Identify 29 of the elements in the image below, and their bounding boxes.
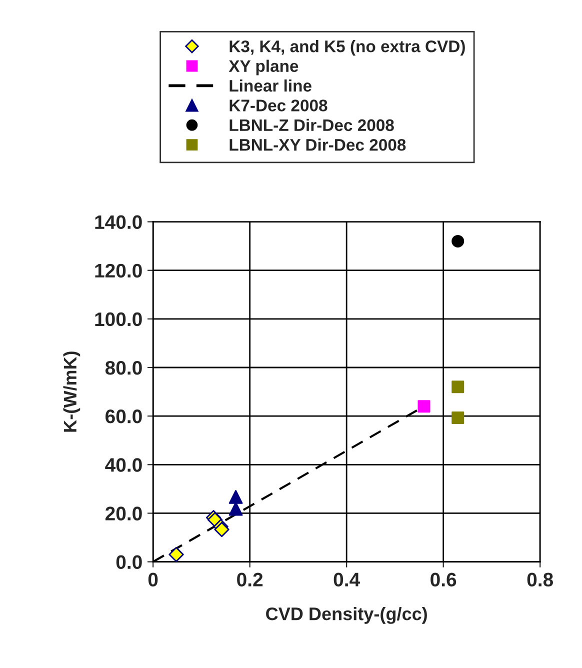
point [452, 234, 464, 248]
y-tick-label: 20.0 [105, 506, 142, 520]
y-tick-label: 0.0 [116, 555, 142, 570]
y-axis-title: K-(W/mK) [63, 352, 80, 432]
x-tick-label: 0 [148, 572, 158, 586]
point [452, 380, 464, 394]
legend-label: K7-Dec 2008 [230, 100, 328, 112]
x-tick-label: 0.4 [334, 572, 360, 586]
point [452, 412, 464, 424]
point [168, 546, 184, 562]
point [418, 400, 430, 413]
y-tick-label: 60.0 [106, 410, 142, 424]
x-tick-label: 0.6 [430, 572, 456, 586]
point [228, 502, 243, 516]
legend-label: K3, K4, and K5 (no extra CVD) [230, 40, 465, 56]
x-tick-label: 0.2 [237, 572, 263, 586]
x-axis-title: CVD Density-(g/cc) [266, 606, 427, 624]
x-tick-label: 0.8 [527, 572, 554, 586]
legend-label: XY plane [228, 60, 298, 76]
y-tick-label: 120.0 [95, 264, 142, 278]
legend-label: Linear line [230, 79, 312, 92]
point [214, 522, 230, 538]
y-tick-label: 100.0 [95, 312, 142, 326]
y-tick-label: 40.0 [105, 458, 142, 472]
point [228, 490, 243, 504]
y-tick-label: 80.0 [105, 360, 142, 375]
y-tick-label: 140.0 [95, 215, 142, 230]
legend-label: LBNL-Z Dir-Dec 2008 [230, 118, 394, 132]
legend-label: LBNL-XY Dir-Dec 2008 [230, 138, 406, 151]
